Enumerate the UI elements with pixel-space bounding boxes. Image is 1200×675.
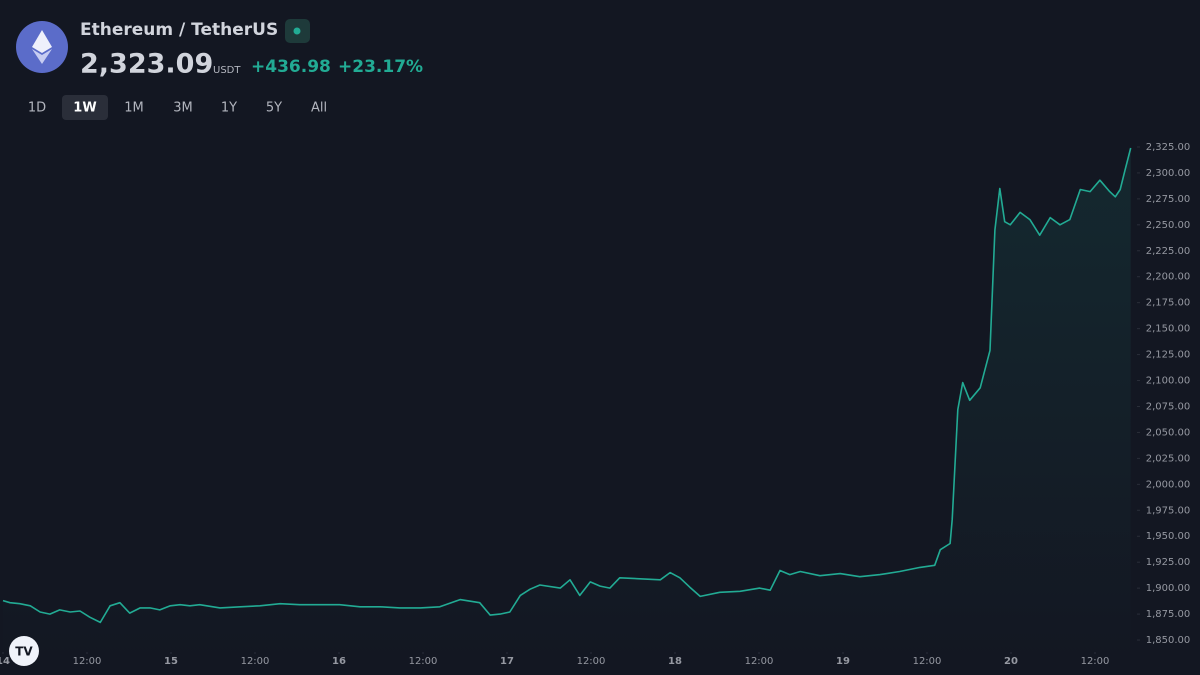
y-tick-label: 1,975.00 [1146, 505, 1191, 516]
x-tick-label: 18 [668, 656, 682, 667]
x-tick-label: 20 [1004, 656, 1018, 667]
timeframe-button[interactable]: 1W [62, 95, 108, 120]
timeframe-active-bg[interactable] [62, 95, 108, 120]
y-tick-label: 2,175.00 [1146, 298, 1191, 309]
y-tick-label: 2,200.00 [1146, 272, 1191, 283]
x-tick-label: 12:00 [409, 656, 438, 667]
y-tick-label: 2,025.00 [1146, 453, 1191, 464]
tv-logo: TV [9, 636, 39, 666]
x-tick-label: 19 [836, 656, 850, 667]
x-tick-label: 12:00 [73, 656, 102, 667]
y-tick-label: 2,225.00 [1146, 246, 1191, 257]
timeframe-button[interactable]: 1Y [221, 101, 237, 116]
timeframe-label[interactable]: All [311, 101, 327, 116]
timeframe-label[interactable]: 1W [73, 101, 96, 116]
y-tick-label: 2,100.00 [1146, 376, 1191, 387]
x-tick-label: 12:00 [1081, 656, 1110, 667]
y-tick-label: 2,250.00 [1146, 220, 1191, 231]
y-tick-label: 2,150.00 [1146, 324, 1191, 335]
y-tick-label: 2,000.00 [1146, 479, 1191, 490]
x-tick-label: 12:00 [745, 656, 774, 667]
y-tick-label: 1,850.00 [1146, 635, 1191, 646]
y-tick-label: 2,075.00 [1146, 401, 1191, 412]
x-tick-label: 12:00 [241, 656, 270, 667]
area [3, 148, 1131, 661]
y-tick-label: 2,325.00 [1146, 142, 1191, 153]
y-tick-label: 2,300.00 [1146, 168, 1191, 179]
y-tick-label: 2,050.00 [1146, 427, 1191, 438]
currency: USDT [213, 65, 241, 76]
timeframe-label[interactable]: 1Y [221, 101, 237, 116]
y-tick-label: 1,950.00 [1146, 531, 1191, 542]
x-tick-label: 12:00 [577, 656, 606, 667]
y-tick-label: 1,925.00 [1146, 557, 1191, 568]
change-percent: +23.17% [338, 57, 423, 77]
logo [16, 21, 68, 73]
live-badge [285, 19, 310, 43]
timeframe-label[interactable]: 1D [28, 101, 46, 116]
symbol-title: Ethereum / TetherUS [80, 20, 278, 40]
timeframe-button[interactable]: 5Y [266, 101, 282, 116]
y-tick-label: 1,900.00 [1146, 583, 1191, 594]
x-tick-label: 16 [332, 656, 346, 667]
x-tick-label: 17 [500, 656, 514, 667]
timeframe-button[interactable]: All [311, 101, 327, 116]
price-line [2, 147, 1132, 624]
y-tick-label: 2,125.00 [1146, 350, 1191, 361]
timeframe-button[interactable]: 1M [124, 101, 144, 116]
timeframe-label[interactable]: 3M [173, 101, 193, 116]
plot: 1,850.00 1,875.00 1,900.00 1,925.00 1,950.00… [0, 142, 1190, 667]
change: +436.98 [251, 57, 331, 77]
y-tick-label: 2,275.00 [1146, 194, 1191, 205]
x-tick-label: 12:00 [913, 656, 942, 667]
timeframe-label[interactable]: 5Y [266, 101, 282, 116]
svg-text:TV: TV [15, 645, 33, 659]
price: 2,323.09 [80, 49, 213, 80]
timeframe-button[interactable]: 3M [173, 101, 193, 116]
timeframe-bar: 1D 1W 1M 3M 1Y 5Y All [28, 95, 327, 120]
timeframe-button[interactable]: 1D [28, 101, 46, 116]
x-tick-label: 14 [0, 656, 10, 667]
y-tick-label: 1,875.00 [1146, 609, 1191, 620]
x-tick-label: 15 [164, 656, 178, 667]
timeframe-label[interactable]: 1M [124, 101, 144, 116]
